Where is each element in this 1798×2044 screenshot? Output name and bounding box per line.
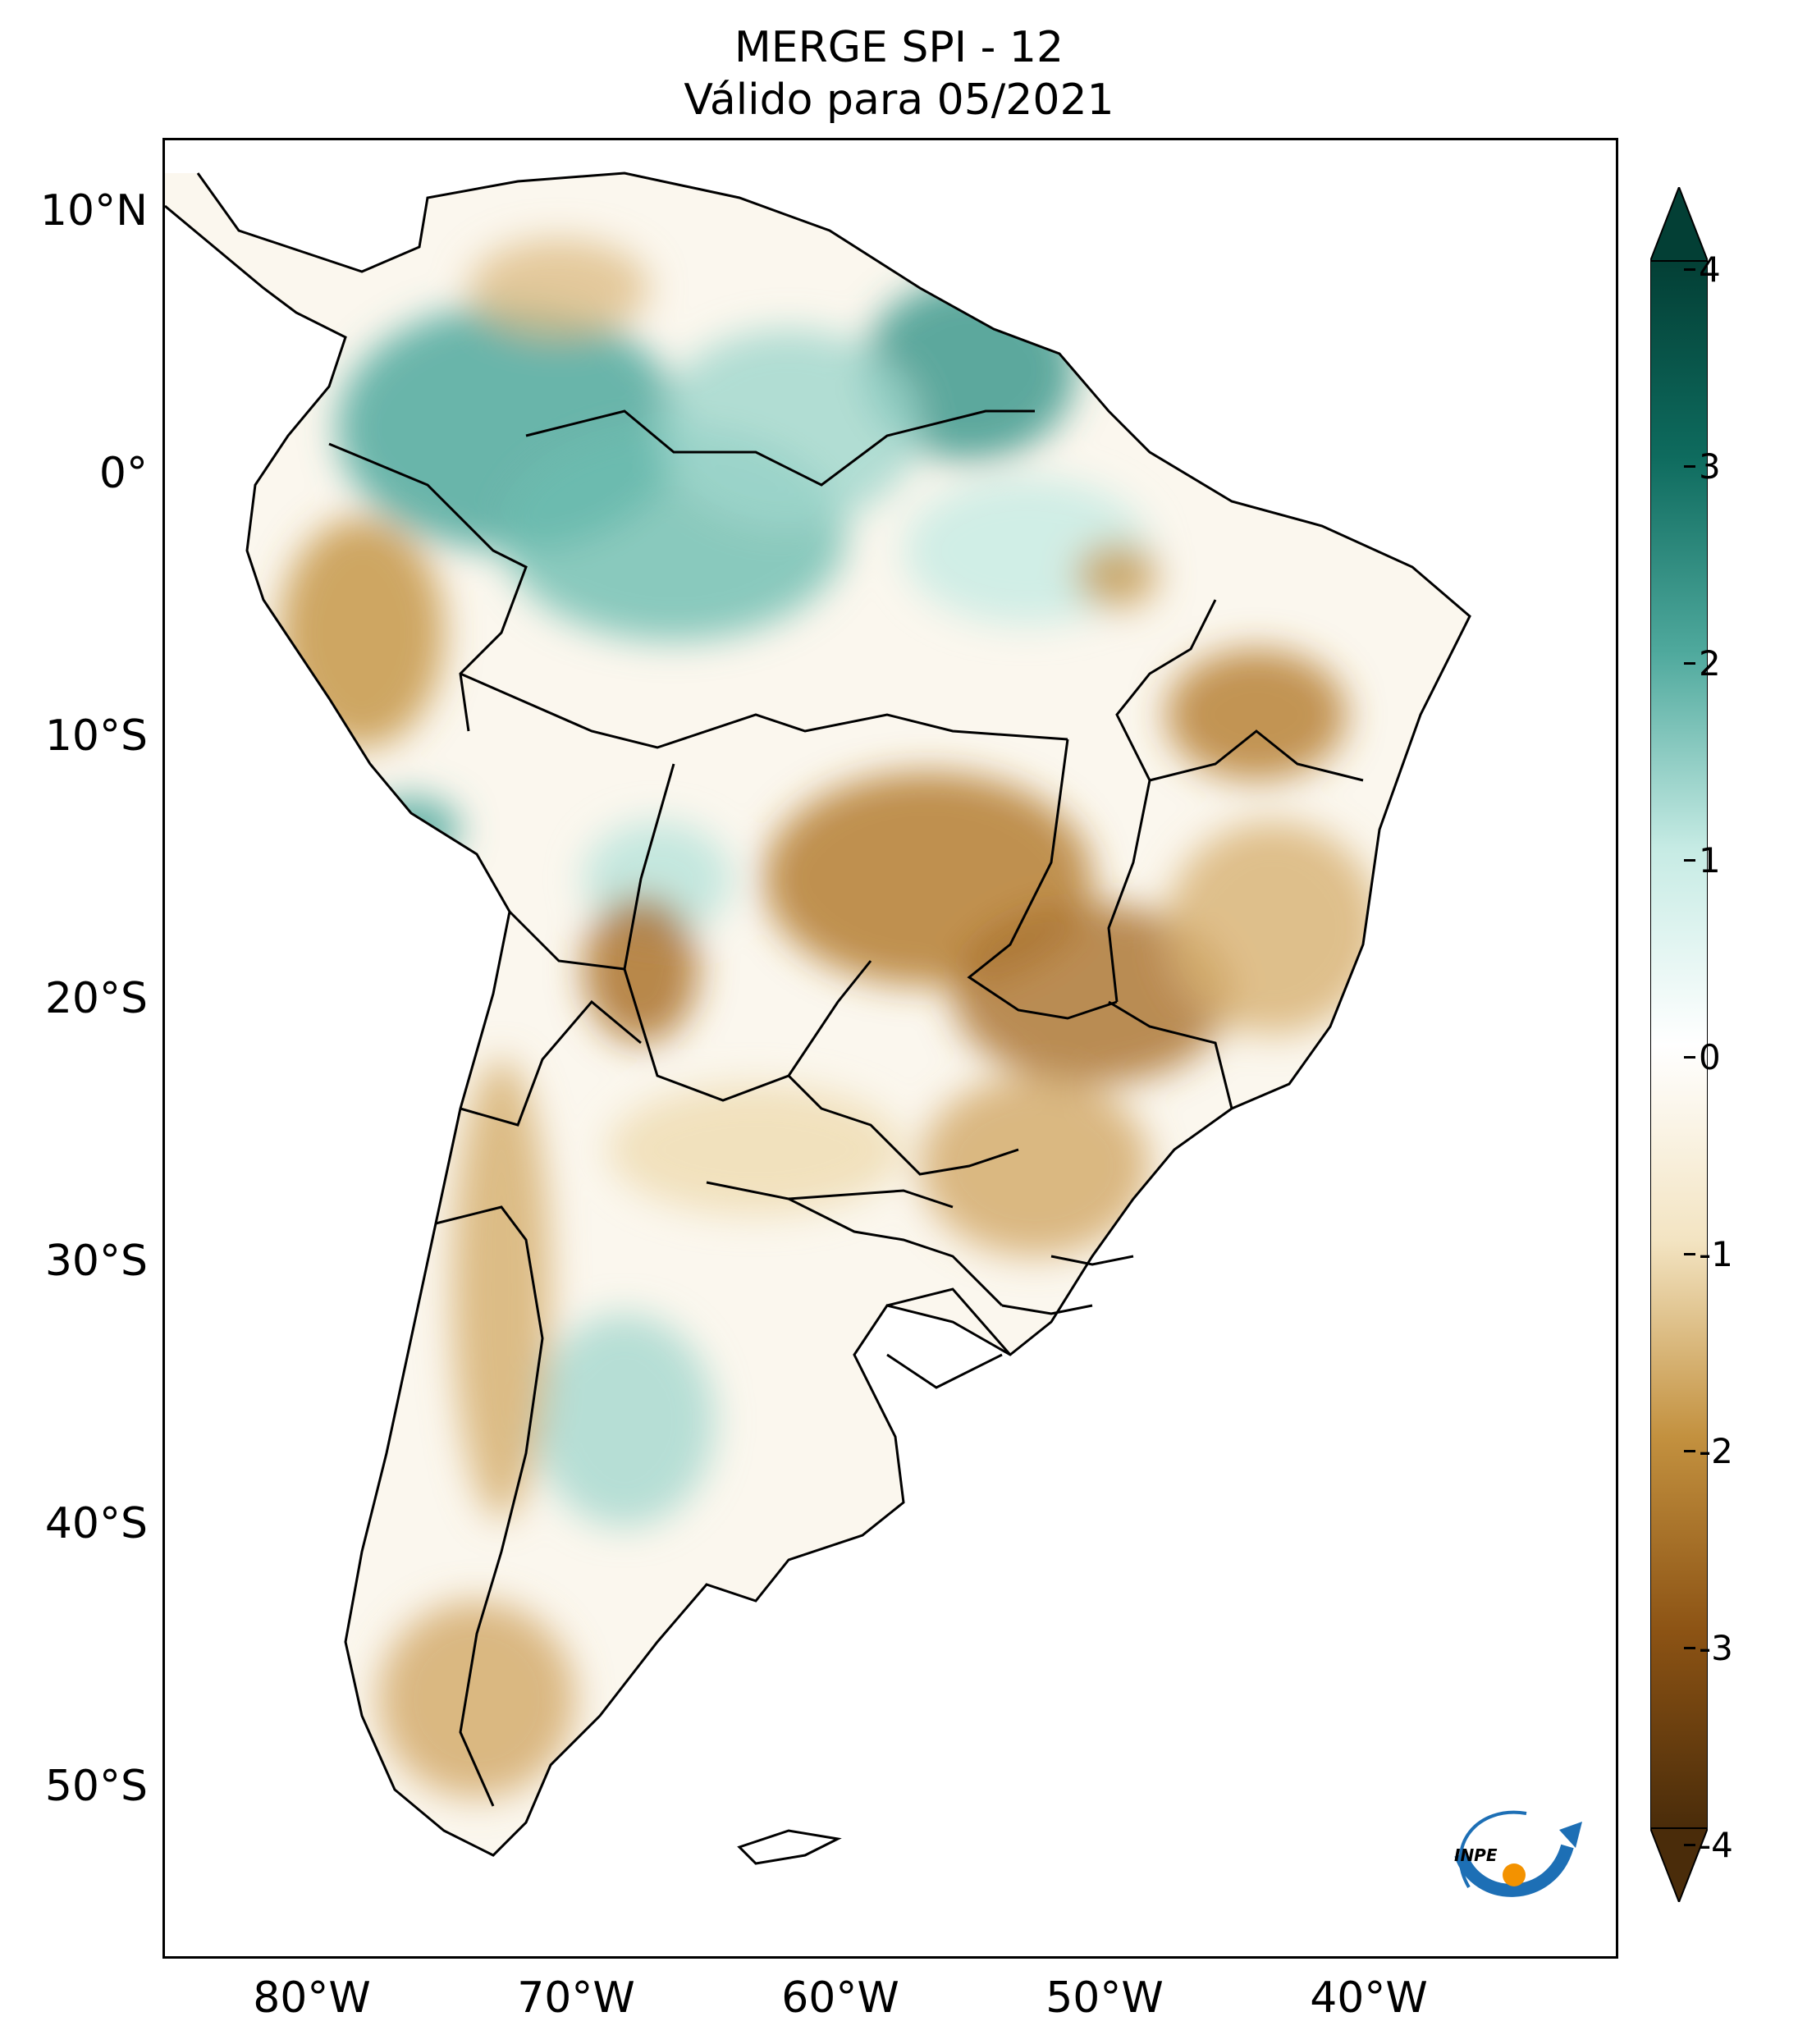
colorbar-label-2: 2 [1699, 643, 1721, 684]
map-subtitle: Válido para 05/2021 [684, 75, 1114, 125]
borders [165, 171, 1471, 1865]
colorbar-label-0: 0 [1699, 1037, 1721, 1077]
lat-label-10s: 10°S [44, 711, 148, 761]
lat-label-20s: 20°S [44, 974, 148, 1023]
lat-label-10n: 10°N [39, 186, 148, 235]
lat-label-30s: 30°S [44, 1237, 148, 1286]
colorbar-label-m4: -4 [1699, 1825, 1733, 1865]
colorbar-label-m3: -3 [1699, 1628, 1733, 1668]
colorbar-label-m1: -1 [1699, 1234, 1733, 1274]
colorbar [1650, 187, 1708, 1902]
lat-label-50s: 50°S [44, 1762, 148, 1811]
colorbar-label-4: 4 [1699, 249, 1721, 290]
lat-label-0: 0° [98, 449, 148, 498]
logo-text: INPE [1454, 1845, 1498, 1865]
colorbar-label-3: 3 [1699, 446, 1721, 487]
colorbar-label-m2: -2 [1699, 1431, 1733, 1471]
colorbar-label-1: 1 [1699, 840, 1721, 880]
spi-field [165, 173, 1470, 1855]
map-title: MERGE SPI - 12 [734, 23, 1064, 72]
lon-label-50w: 50°W [1045, 1973, 1164, 2023]
inpe-logo: INPE [1454, 1810, 1582, 1897]
map-canvas [165, 171, 1471, 1865]
map-frame [162, 138, 1618, 1959]
lon-label-80w: 80°W [253, 1973, 371, 2023]
lon-label-70w: 70°W [517, 1973, 635, 2023]
lon-label-40w: 40°W [1310, 1973, 1428, 2023]
lat-label-40s: 40°S [44, 1499, 148, 1548]
lon-label-60w: 60°W [781, 1973, 899, 2023]
